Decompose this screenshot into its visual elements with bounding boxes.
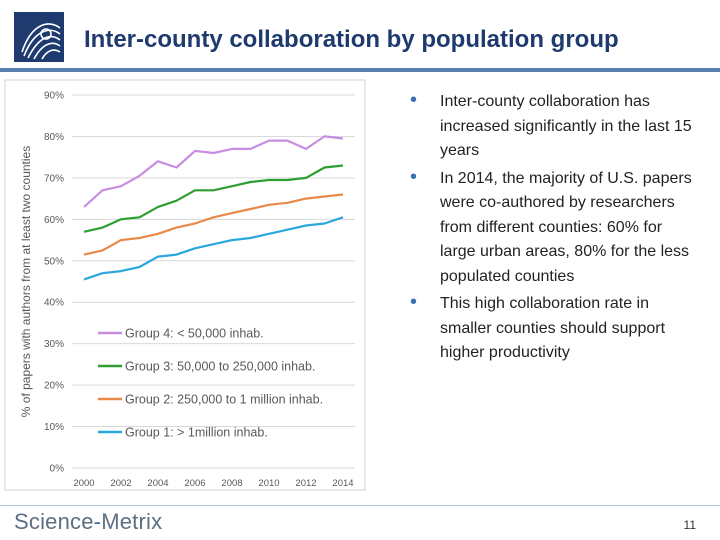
x-tick-label: 2008 — [221, 478, 242, 489]
y-tick-label: 0% — [50, 464, 65, 475]
brand-sub: Metrix — [101, 509, 163, 534]
y-tick-label: 60% — [44, 215, 64, 226]
bullet-text: Inter-county collaboration has increased… — [440, 93, 692, 159]
bullet-text: This high collaboration rate in smaller … — [440, 295, 666, 361]
y-tick-label: 70% — [44, 173, 64, 184]
x-tick-label: 2010 — [258, 478, 279, 489]
series-line-group-1 — [83, 216, 344, 281]
legend-label: Group 4: < 50,000 inhab. — [125, 327, 264, 341]
x-tick-label: 2006 — [184, 478, 205, 489]
x-tick-label: 2002 — [110, 478, 131, 489]
bullet-text: In 2014, the majority of U.S. papers wer… — [440, 169, 692, 285]
series-line-group-2 — [83, 193, 344, 256]
y-tick-label: 90% — [44, 91, 64, 102]
x-tick-label: 2012 — [295, 478, 316, 489]
y-tick-label: 50% — [44, 256, 64, 267]
legend-label: Group 2: 250,000 to 1 million inhab. — [125, 393, 323, 407]
footer-divider — [0, 505, 720, 506]
legend-label: Group 1: > 1million inhab. — [125, 426, 268, 440]
x-tick-label: 2000 — [73, 478, 94, 489]
bullet-icon: • — [410, 165, 418, 188]
bullet-item: • In 2014, the majority of U.S. papers we… — [410, 167, 695, 290]
series-line-group-4 — [83, 135, 344, 208]
brand-main: Science — [14, 509, 94, 534]
y-tick-label: 10% — [44, 422, 64, 433]
y-axis-label: % of papers with authors from at least t… — [19, 146, 33, 417]
bullet-item: • Inter-county collaboration has increase… — [410, 90, 695, 164]
title-divider — [0, 68, 720, 72]
footer-brand: Science-Metrix — [14, 509, 162, 535]
bullet-item: • This high collaboration rate in smaller… — [410, 292, 695, 366]
y-tick-label: 20% — [44, 381, 64, 392]
legend-label: Group 3: 50,000 to 250,000 inhab. — [125, 360, 315, 374]
bullet-icon: • — [410, 291, 418, 313]
chart-frame — [4, 79, 366, 491]
y-tick-label: 40% — [44, 298, 64, 309]
page-title: Inter-county collaboration by population… — [84, 26, 619, 53]
series-line-group-3 — [83, 164, 344, 233]
y-tick-label: 80% — [44, 132, 64, 143]
line-chart: 0% 10% 20% 30% 40% 50% 60% 70% 80% 90% 2000 2002 200… — [4, 79, 366, 491]
bullet-icon: • — [410, 89, 418, 111]
y-tick-label: 30% — [44, 339, 64, 350]
science-metrix-logo — [14, 12, 64, 62]
x-tick-label: 2004 — [147, 478, 168, 489]
bullet-list: • Inter-county collaboration has increase… — [410, 90, 695, 369]
brand-separator: - — [93, 509, 102, 534]
page-number: 11 — [683, 518, 696, 532]
x-tick-label: 2014 — [332, 478, 353, 489]
